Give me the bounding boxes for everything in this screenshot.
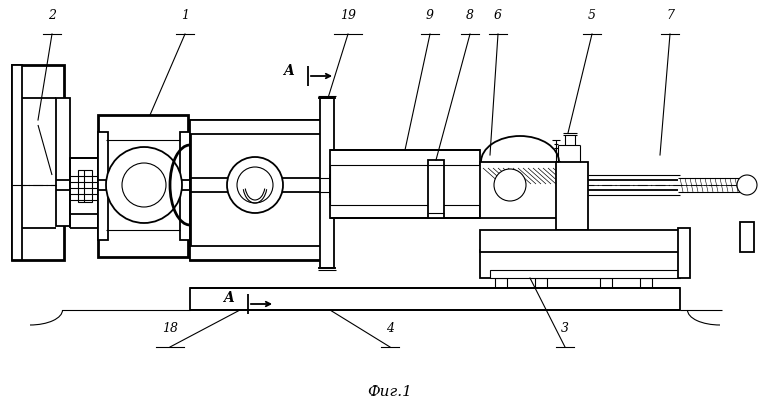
- Text: 19: 19: [340, 9, 356, 22]
- Text: 1: 1: [181, 9, 189, 22]
- Bar: [600, 278, 612, 288]
- Circle shape: [237, 167, 273, 203]
- Bar: [678, 228, 690, 278]
- Bar: [190, 288, 680, 310]
- Bar: [78, 170, 92, 202]
- Circle shape: [227, 157, 283, 213]
- Bar: [640, 278, 652, 288]
- Bar: [330, 165, 480, 205]
- Text: 7: 7: [666, 9, 674, 22]
- Text: 8: 8: [466, 9, 474, 22]
- Text: 3: 3: [561, 322, 569, 335]
- Text: 9: 9: [426, 9, 434, 22]
- Bar: [740, 222, 754, 252]
- Circle shape: [737, 175, 757, 195]
- Bar: [556, 162, 588, 230]
- Bar: [330, 175, 510, 197]
- Bar: [320, 98, 334, 268]
- Bar: [98, 115, 188, 257]
- Text: A: A: [222, 291, 233, 305]
- Circle shape: [106, 147, 182, 223]
- Bar: [490, 270, 680, 278]
- Bar: [56, 98, 70, 226]
- Bar: [535, 278, 547, 288]
- Text: A: A: [282, 64, 293, 78]
- Bar: [190, 120, 330, 260]
- Bar: [12, 65, 64, 260]
- Bar: [70, 158, 98, 214]
- Bar: [180, 132, 190, 240]
- Bar: [190, 120, 330, 134]
- Bar: [428, 160, 444, 218]
- Bar: [480, 250, 680, 278]
- Bar: [480, 162, 560, 218]
- Text: 18: 18: [162, 322, 178, 335]
- Text: 5: 5: [588, 9, 596, 22]
- Bar: [98, 132, 108, 240]
- Bar: [495, 278, 507, 288]
- Text: 4: 4: [386, 322, 394, 335]
- Circle shape: [122, 163, 166, 207]
- Bar: [12, 65, 22, 260]
- Circle shape: [494, 169, 526, 201]
- Text: 6: 6: [494, 9, 502, 22]
- Text: Фиг.1: Фиг.1: [367, 385, 413, 399]
- Bar: [480, 230, 680, 252]
- Bar: [330, 150, 480, 218]
- Text: 2: 2: [48, 9, 56, 22]
- Bar: [190, 246, 330, 260]
